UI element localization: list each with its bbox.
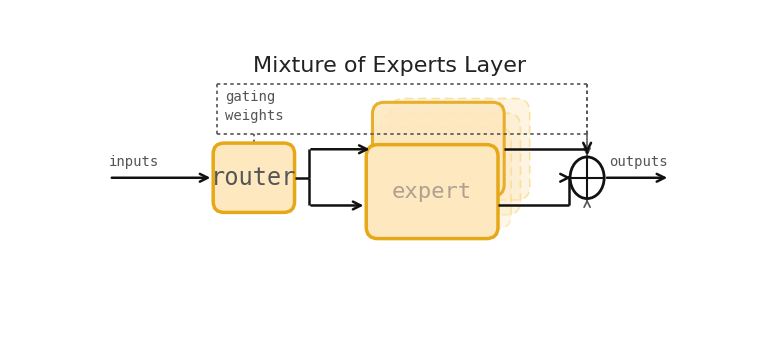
Ellipse shape bbox=[570, 157, 604, 199]
Text: inputs: inputs bbox=[109, 155, 159, 169]
Text: Mixture of Experts Layer: Mixture of Experts Layer bbox=[253, 56, 526, 76]
Text: gating
weights: gating weights bbox=[225, 90, 283, 124]
Text: router: router bbox=[211, 166, 296, 190]
FancyBboxPatch shape bbox=[372, 102, 504, 196]
FancyBboxPatch shape bbox=[381, 113, 521, 215]
Text: expert: expert bbox=[392, 182, 472, 202]
Text: outputs: outputs bbox=[609, 155, 667, 169]
FancyBboxPatch shape bbox=[372, 127, 511, 228]
FancyBboxPatch shape bbox=[214, 143, 295, 212]
FancyBboxPatch shape bbox=[391, 99, 530, 200]
FancyBboxPatch shape bbox=[366, 145, 498, 239]
